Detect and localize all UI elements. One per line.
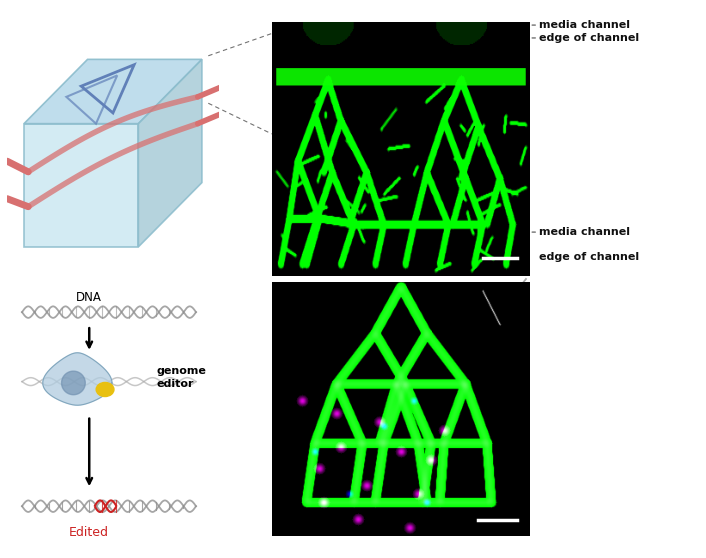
Polygon shape (43, 353, 112, 405)
Text: edge of channel: edge of channel (539, 252, 640, 262)
Polygon shape (138, 59, 202, 247)
Text: media channel: media channel (539, 227, 630, 237)
Polygon shape (24, 59, 202, 124)
Text: Edited: Edited (69, 526, 109, 539)
Text: genome
editor: genome editor (157, 367, 206, 389)
Polygon shape (61, 371, 85, 395)
Polygon shape (24, 124, 138, 247)
Text: media channel: media channel (539, 20, 630, 30)
Text: DNA: DNA (76, 291, 102, 304)
Text: edge of channel: edge of channel (539, 33, 640, 43)
Circle shape (96, 382, 114, 397)
